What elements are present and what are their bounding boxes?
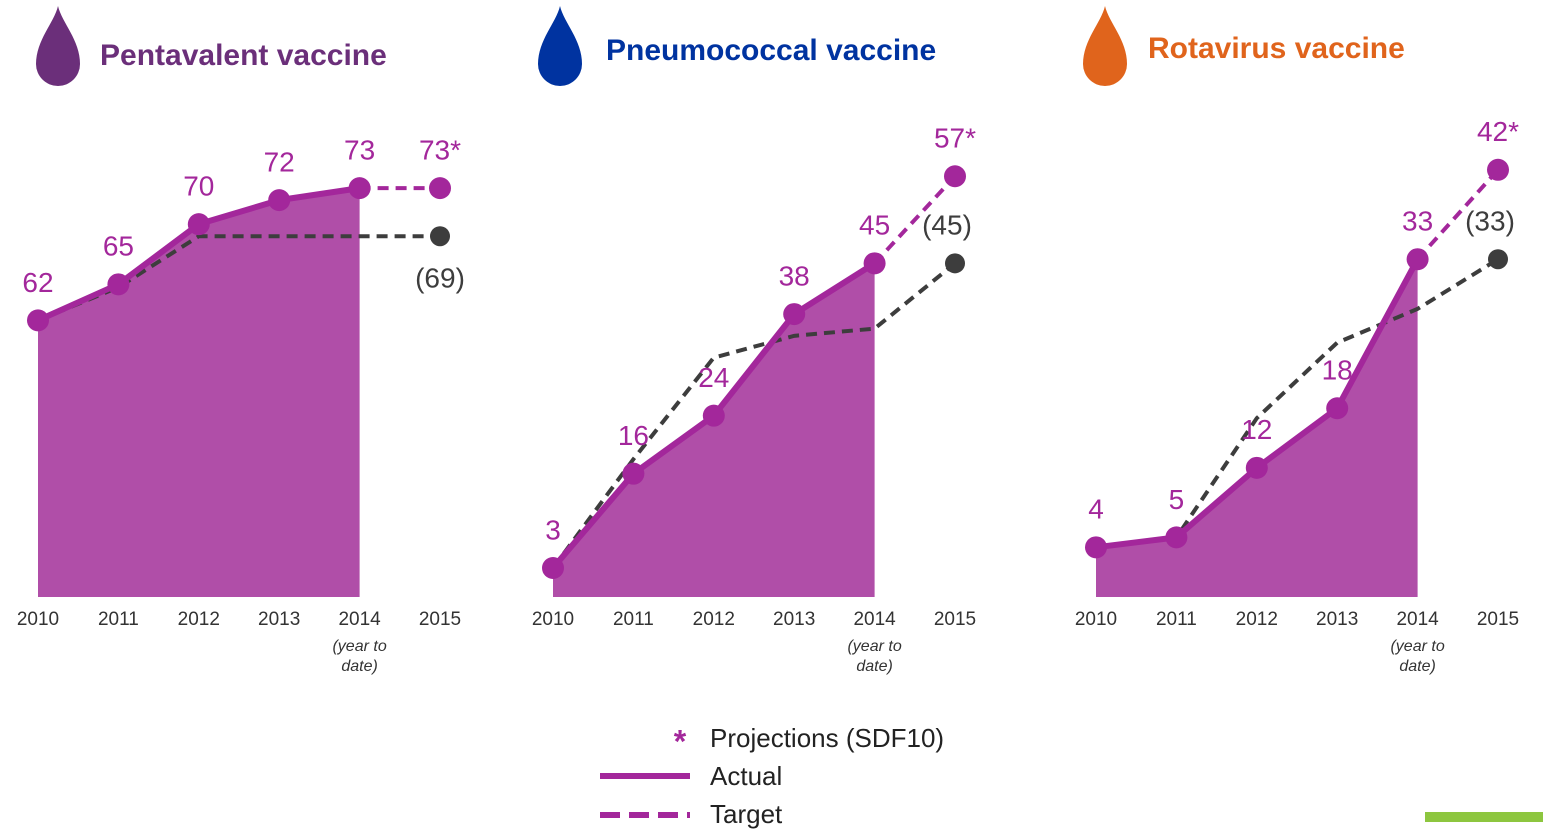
actual-point [622, 462, 645, 485]
data-label: 12 [1241, 414, 1272, 445]
x-tick-note: (year to date) [847, 638, 902, 675]
x-tick-label: 2010 [17, 609, 59, 630]
data-label: 33 [1402, 206, 1433, 237]
x-tick-label: 2010 [1075, 609, 1117, 630]
title-icon [1083, 6, 1127, 86]
actual-point [1245, 456, 1268, 479]
data-label: 45 [859, 210, 890, 241]
data-label: 62 [22, 267, 53, 298]
actual-point [1406, 248, 1429, 271]
x-tick-label: 2012 [1236, 609, 1278, 630]
data-label: 3 [545, 514, 561, 545]
data-label: 5 [1169, 484, 1185, 515]
data-label: 73 [344, 134, 375, 165]
data-label: 4 [1088, 494, 1104, 525]
actual-point [27, 309, 49, 332]
actual-point [702, 404, 725, 427]
area [1096, 259, 1418, 597]
target-line [551, 261, 957, 570]
x-tick-label: 2012 [693, 609, 735, 630]
data-label: 57* [934, 123, 976, 154]
actual-point [268, 189, 291, 212]
projection-line [873, 174, 957, 265]
actual-point [187, 213, 210, 236]
target-point [945, 253, 965, 274]
data-label: 42* [1477, 116, 1519, 147]
area [553, 263, 875, 597]
legend-label: Projections (SDF10) [710, 723, 944, 753]
legend-marker: * [674, 723, 687, 759]
data-label: (33) [1465, 206, 1515, 237]
data-label: 16 [618, 420, 649, 451]
projection-point [1487, 158, 1509, 181]
data-label: 65 [103, 231, 134, 262]
data-label: 73* [419, 134, 461, 165]
actual-point [1326, 397, 1349, 420]
x-tick-label: 2014 [338, 609, 381, 630]
actual-point [542, 556, 564, 579]
projection-point [429, 177, 451, 200]
chart-title: Pentavalent vaccine [100, 39, 387, 72]
projection-point [944, 165, 966, 188]
x-tick-label: 2013 [1316, 609, 1358, 630]
target-line [1095, 257, 1500, 550]
chart-title: Rotavirus vaccine [1148, 32, 1405, 65]
x-tick-label: 2013 [773, 609, 815, 630]
data-label: (69) [415, 263, 465, 294]
data-label: 24 [698, 362, 729, 393]
x-tick-label: 2014 [1396, 609, 1439, 630]
target-point [430, 226, 450, 247]
actual-point [863, 252, 886, 275]
data-label: 38 [779, 260, 810, 291]
x-tick-label: 2011 [98, 609, 139, 630]
data-label: (45) [922, 210, 972, 241]
x-tick-note: (year to date) [332, 638, 387, 675]
x-tick-label: 2014 [853, 609, 896, 630]
actual-point [783, 303, 806, 326]
data-label: 18 [1322, 355, 1353, 386]
legend-label: Target [710, 799, 783, 829]
x-tick-label: 2012 [178, 609, 220, 630]
actual-point [1165, 526, 1188, 549]
actual-point [107, 273, 130, 296]
title-icon [36, 6, 80, 86]
legend-label: Actual [710, 761, 782, 791]
x-tick-label: 2015 [1477, 609, 1519, 630]
x-tick-label: 2010 [532, 609, 574, 630]
target-point [1488, 249, 1508, 270]
area [38, 188, 360, 597]
chart-title: Pneumococcal vaccine [606, 34, 936, 67]
data-label: 70 [183, 171, 214, 202]
x-tick-label: 2015 [419, 609, 461, 630]
x-tick-label: 2011 [613, 609, 654, 630]
data-label: 72 [264, 147, 295, 178]
x-tick-label: 2011 [1156, 609, 1197, 630]
title-icon [538, 6, 582, 86]
x-tick-label: 2015 [934, 609, 976, 630]
actual-point [348, 177, 371, 200]
actual-point [1085, 536, 1107, 559]
x-tick-note: (year to date) [1390, 638, 1445, 675]
projection-line [1416, 168, 1500, 261]
accent-bar [1425, 812, 1543, 822]
x-tick-label: 2013 [258, 609, 300, 630]
